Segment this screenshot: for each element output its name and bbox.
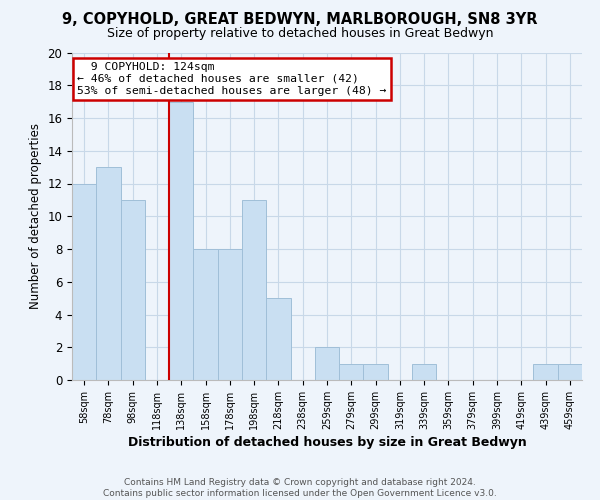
Bar: [72, 184, 96, 380]
Text: Size of property relative to detached houses in Great Bedwyn: Size of property relative to detached ho…: [107, 28, 493, 40]
Bar: [96, 167, 121, 380]
Bar: [242, 200, 266, 380]
Bar: [558, 364, 582, 380]
Text: 9 COPYHOLD: 124sqm  
← 46% of detached houses are smaller (42)
53% of semi-detac: 9 COPYHOLD: 124sqm ← 46% of detached hou…: [77, 62, 386, 96]
Bar: [364, 364, 388, 380]
Bar: [193, 249, 218, 380]
Bar: [121, 200, 145, 380]
Bar: [533, 364, 558, 380]
Text: 9, COPYHOLD, GREAT BEDWYN, MARLBOROUGH, SN8 3YR: 9, COPYHOLD, GREAT BEDWYN, MARLBOROUGH, …: [62, 12, 538, 28]
Bar: [315, 347, 339, 380]
Text: Contains HM Land Registry data © Crown copyright and database right 2024.
Contai: Contains HM Land Registry data © Crown c…: [103, 478, 497, 498]
Bar: [339, 364, 364, 380]
Bar: [412, 364, 436, 380]
X-axis label: Distribution of detached houses by size in Great Bedwyn: Distribution of detached houses by size …: [128, 436, 526, 449]
Bar: [266, 298, 290, 380]
Y-axis label: Number of detached properties: Number of detached properties: [29, 123, 42, 309]
Bar: [218, 249, 242, 380]
Bar: [169, 102, 193, 380]
